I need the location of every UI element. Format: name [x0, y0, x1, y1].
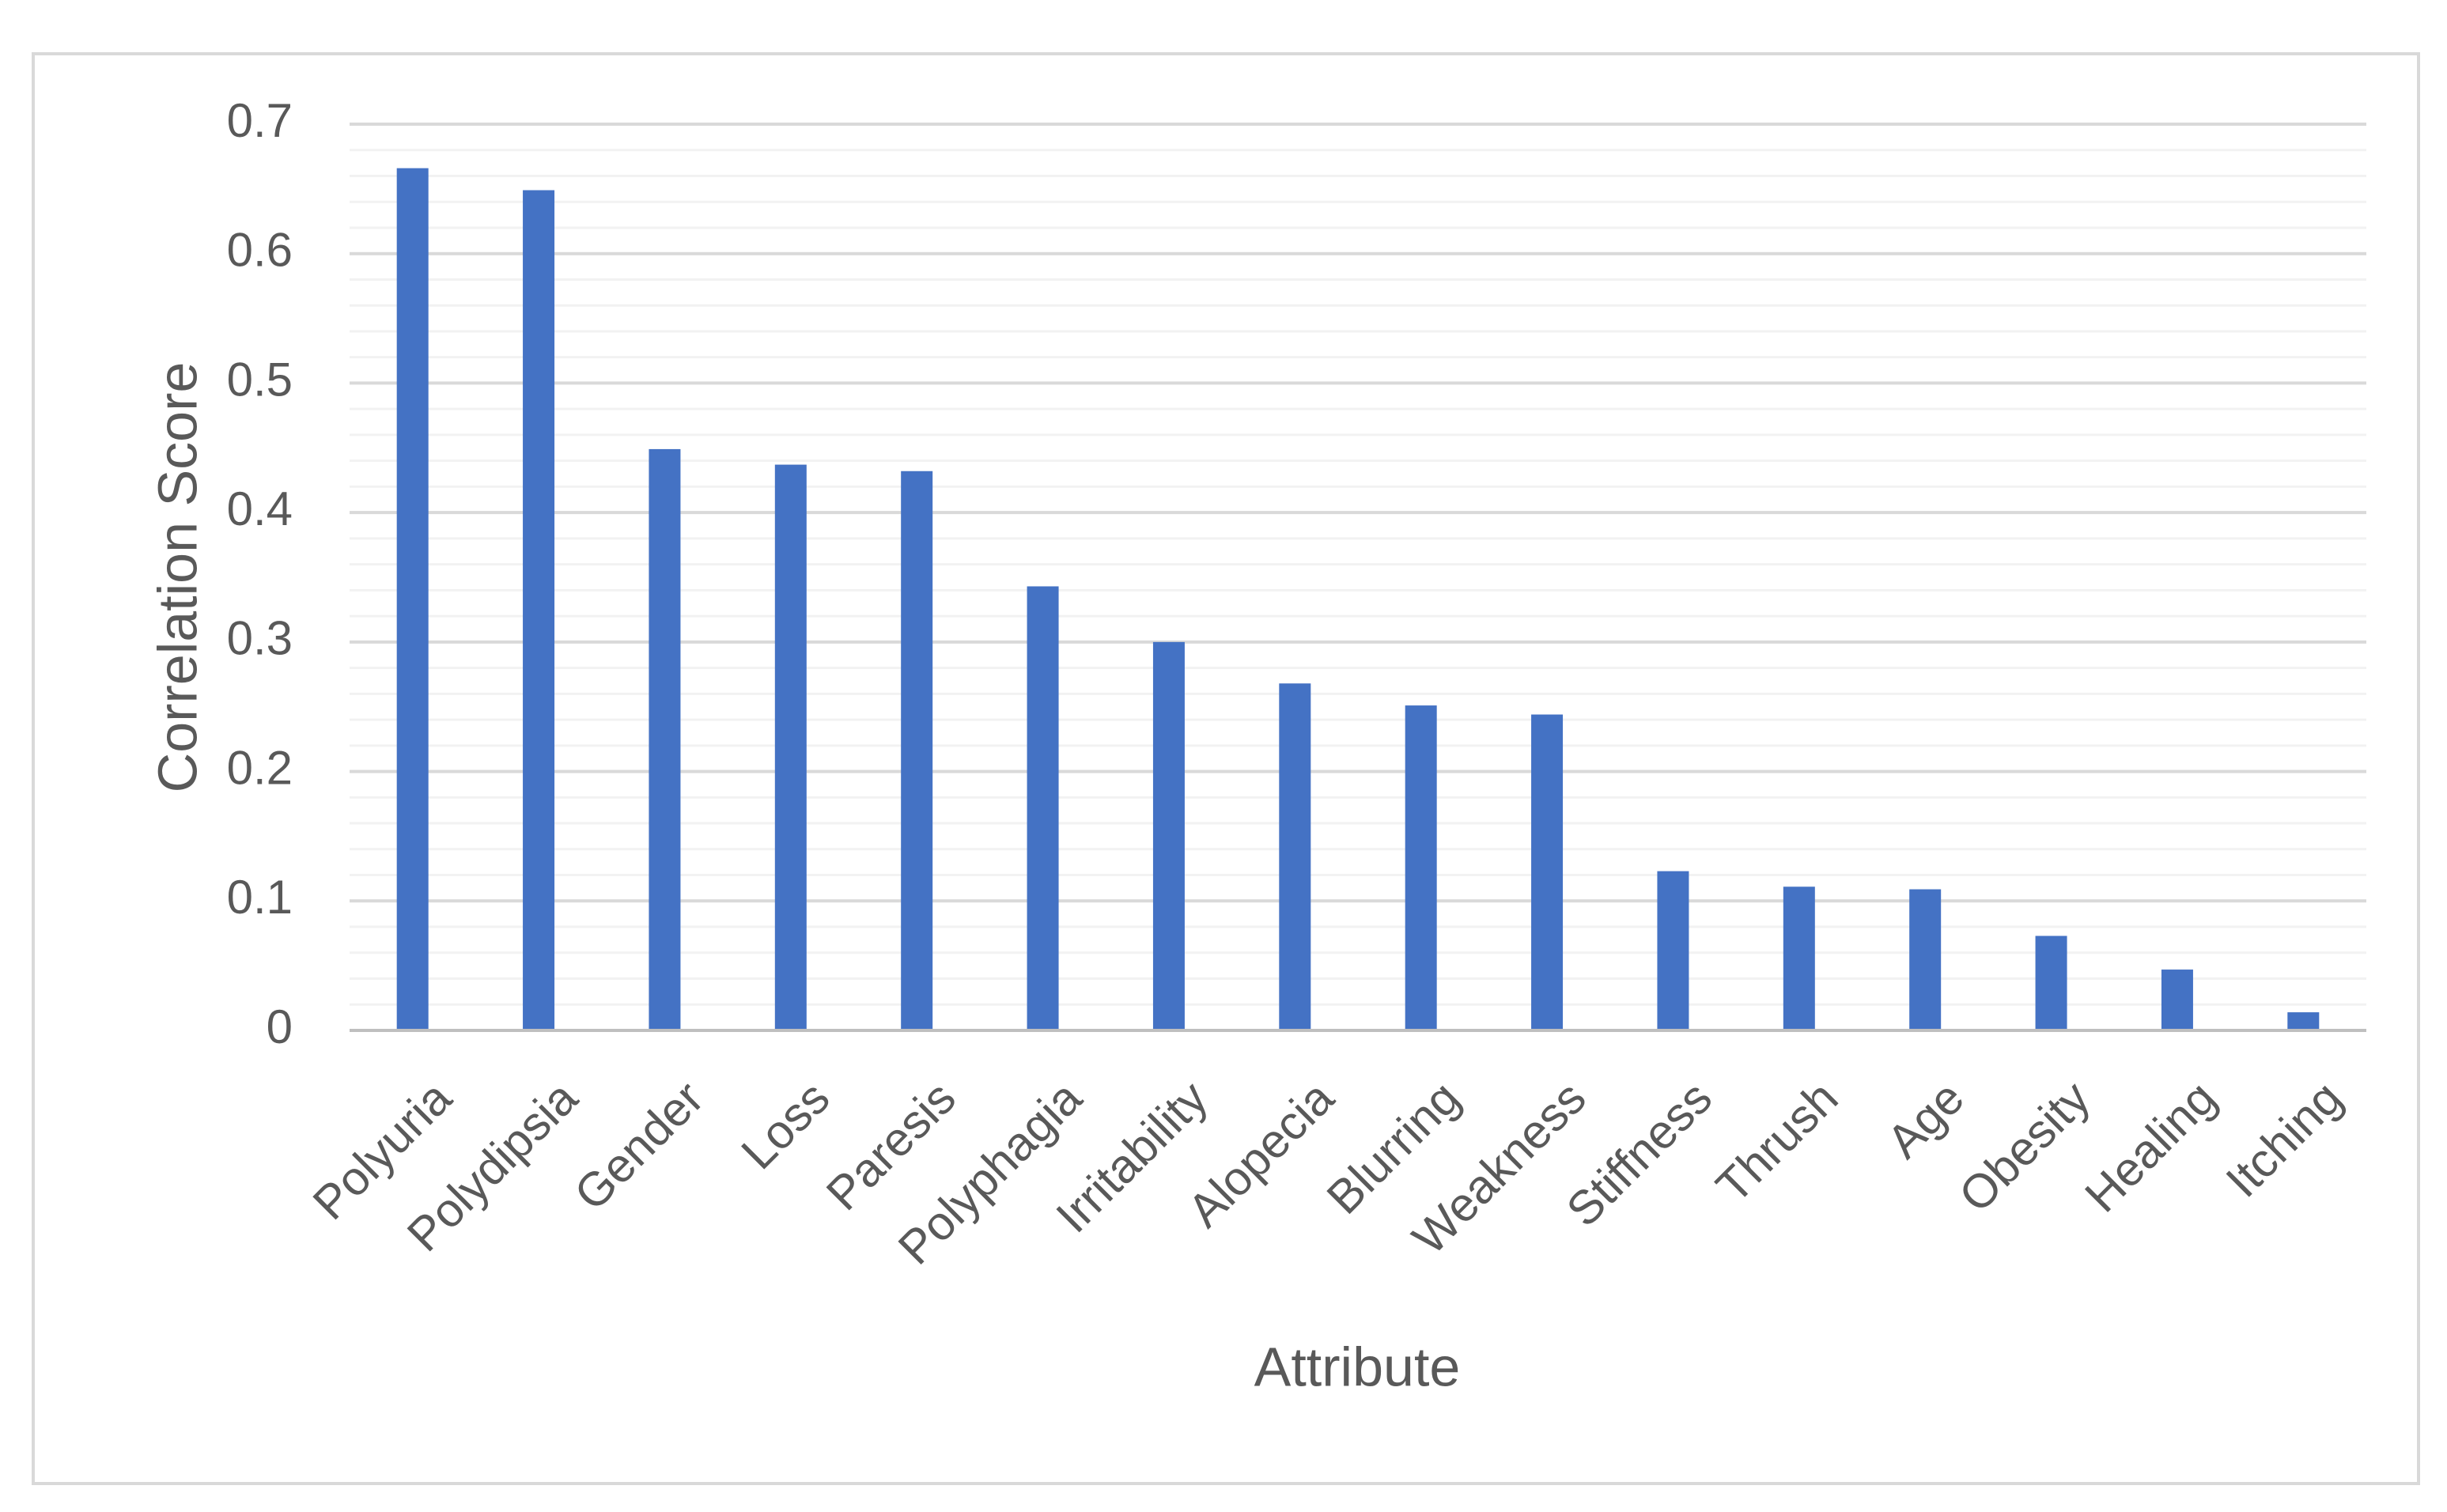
- bar-thrush: [1783, 886, 1815, 1030]
- y-tick-label: 0.5: [227, 353, 293, 406]
- y-tick-label: 0.4: [227, 482, 293, 535]
- y-tick-label: 0.7: [227, 94, 293, 147]
- bar-paresis: [901, 471, 933, 1030]
- bar-irritability: [1152, 641, 1185, 1030]
- bar-itching: [2287, 1012, 2320, 1030]
- bars: [396, 168, 2320, 1031]
- bar-blurring: [1405, 705, 1437, 1030]
- chart-border: [32, 52, 2420, 1485]
- bar-obesity: [2035, 936, 2067, 1030]
- y-tick-label: 0.3: [227, 612, 293, 665]
- bar-polyphagia: [1027, 586, 1059, 1030]
- bar-polyuria: [396, 168, 429, 1031]
- y-tick-label: 0.1: [227, 871, 293, 924]
- bar-weakness: [1531, 714, 1564, 1030]
- bar-polydipsia: [523, 190, 555, 1031]
- bar-loss: [774, 464, 807, 1030]
- bar-gender: [649, 448, 681, 1030]
- bar-age: [1909, 889, 1942, 1030]
- y-axis-tick-labels: 0 0.1 0.2 0.3 0.4 0.5 0.6 0.7: [227, 94, 293, 1053]
- bar-alopecia: [1279, 683, 1311, 1030]
- minor-gridlines: [350, 149, 2366, 1006]
- major-gridlines: [350, 123, 2366, 903]
- bar-healing: [2161, 970, 2193, 1030]
- y-tick-label: 0.2: [227, 741, 293, 794]
- x-axis-title: Attribute: [1254, 1336, 1461, 1397]
- y-tick-label: 0: [267, 1000, 293, 1053]
- y-tick-label: 0.6: [227, 224, 293, 277]
- bar-stiffness: [1657, 871, 1689, 1030]
- y-axis-title: Correlation Score: [146, 362, 208, 793]
